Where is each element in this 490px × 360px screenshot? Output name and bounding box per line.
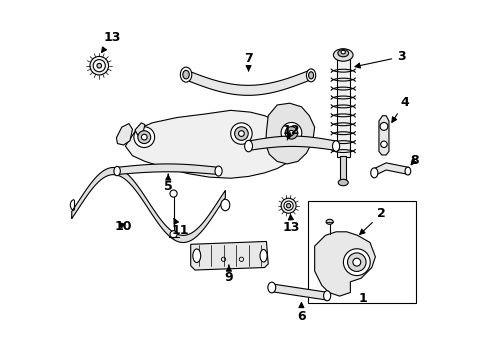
Text: 11: 11 (171, 219, 189, 237)
Ellipse shape (138, 131, 151, 144)
Polygon shape (125, 111, 298, 178)
Ellipse shape (114, 166, 121, 176)
Text: 1: 1 (359, 292, 368, 305)
Polygon shape (117, 123, 132, 145)
Ellipse shape (193, 249, 201, 262)
Polygon shape (191, 242, 268, 270)
Ellipse shape (231, 123, 252, 144)
Text: 6: 6 (297, 303, 306, 323)
Text: 3: 3 (355, 50, 406, 68)
Bar (337, 59, 350, 157)
Ellipse shape (97, 63, 101, 68)
Ellipse shape (306, 69, 316, 82)
Bar (308, 202, 416, 303)
Polygon shape (270, 284, 329, 300)
Ellipse shape (93, 60, 105, 72)
Ellipse shape (235, 127, 248, 140)
Ellipse shape (170, 231, 177, 238)
Polygon shape (379, 116, 389, 155)
Ellipse shape (215, 166, 222, 176)
Text: 13: 13 (283, 215, 300, 234)
Polygon shape (184, 69, 312, 95)
Ellipse shape (142, 134, 147, 140)
Ellipse shape (371, 168, 378, 178)
Ellipse shape (245, 140, 252, 152)
Ellipse shape (239, 131, 245, 136)
Ellipse shape (281, 198, 296, 213)
Ellipse shape (268, 282, 276, 293)
Text: 5: 5 (164, 174, 172, 193)
Ellipse shape (338, 179, 348, 186)
Ellipse shape (221, 199, 230, 211)
Ellipse shape (183, 70, 189, 79)
Ellipse shape (353, 258, 361, 266)
Polygon shape (315, 232, 375, 296)
Ellipse shape (260, 249, 267, 262)
Polygon shape (266, 103, 315, 164)
Polygon shape (116, 164, 220, 175)
Text: 9: 9 (224, 265, 233, 284)
Ellipse shape (338, 50, 348, 57)
Text: 8: 8 (410, 154, 419, 167)
Text: 7: 7 (244, 52, 253, 71)
Ellipse shape (284, 201, 293, 210)
Polygon shape (135, 123, 145, 135)
Ellipse shape (380, 122, 388, 130)
Ellipse shape (341, 50, 345, 54)
Ellipse shape (180, 67, 192, 82)
Ellipse shape (323, 291, 331, 301)
Polygon shape (72, 167, 225, 243)
Bar (341, 156, 346, 182)
Ellipse shape (333, 49, 353, 61)
Ellipse shape (326, 219, 333, 224)
Ellipse shape (309, 72, 314, 79)
Text: 10: 10 (115, 220, 132, 233)
Text: 4: 4 (392, 96, 410, 122)
Ellipse shape (289, 130, 294, 135)
Ellipse shape (281, 122, 302, 143)
Polygon shape (247, 136, 338, 151)
Text: 2: 2 (360, 207, 386, 234)
Ellipse shape (405, 167, 411, 175)
Ellipse shape (90, 57, 109, 75)
Text: 12: 12 (283, 124, 300, 140)
Polygon shape (373, 163, 409, 176)
Ellipse shape (347, 253, 366, 271)
Ellipse shape (134, 127, 155, 148)
Ellipse shape (381, 141, 387, 148)
Ellipse shape (333, 141, 340, 152)
Ellipse shape (285, 127, 298, 139)
Ellipse shape (343, 249, 370, 275)
Ellipse shape (170, 190, 177, 197)
Ellipse shape (287, 203, 291, 208)
Text: 13: 13 (101, 31, 121, 53)
